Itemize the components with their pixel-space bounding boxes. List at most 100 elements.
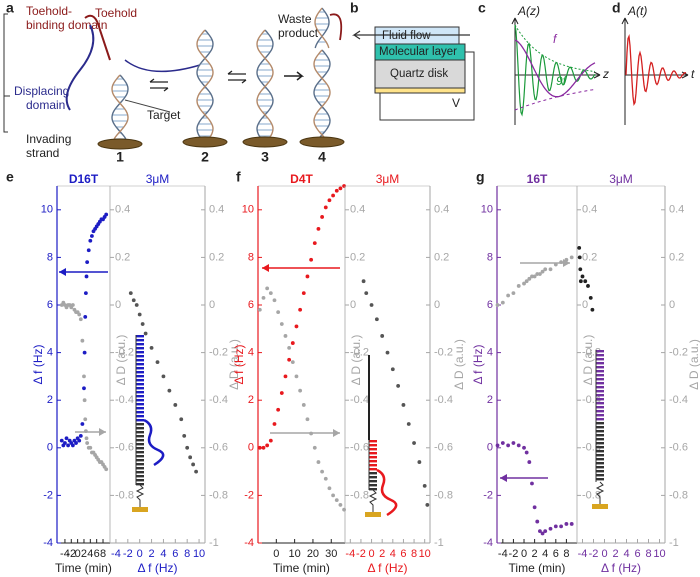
panel-b: Fluid flow Molecular layer Quartz disk V bbox=[352, 26, 475, 121]
data-point bbox=[543, 529, 548, 533]
y-tick-label: -1 bbox=[434, 537, 444, 549]
dna-rung bbox=[136, 463, 144, 466]
strand bbox=[376, 468, 398, 517]
data-point bbox=[283, 334, 288, 338]
data-point bbox=[316, 460, 321, 464]
data-point bbox=[506, 293, 511, 298]
x-tick-label: 30 bbox=[325, 548, 337, 560]
dna-rung bbox=[136, 359, 144, 362]
dna-rung bbox=[596, 438, 604, 441]
data-point bbox=[578, 267, 583, 272]
arrow-head bbox=[333, 429, 340, 437]
dna-rung bbox=[596, 394, 604, 397]
label: strand bbox=[26, 146, 59, 160]
y2-tick-label: -0.4 bbox=[350, 394, 369, 406]
y-tick-label: -0.4 bbox=[669, 394, 688, 406]
y-tick-label: 10 bbox=[481, 204, 493, 216]
data-point bbox=[104, 212, 109, 217]
label: Target bbox=[147, 108, 181, 122]
data-point bbox=[532, 505, 537, 510]
surface-disk bbox=[97, 138, 143, 150]
data-point bbox=[538, 272, 542, 276]
y-tick-label: 0.4 bbox=[434, 204, 449, 216]
data-point bbox=[268, 438, 273, 443]
label: Invading bbox=[26, 132, 71, 146]
data-point bbox=[301, 403, 306, 407]
label: product bbox=[278, 26, 319, 40]
dna-rung bbox=[596, 410, 604, 413]
data-point bbox=[535, 272, 540, 276]
data-point bbox=[268, 291, 273, 295]
dna-rung bbox=[369, 488, 377, 491]
data-point bbox=[257, 307, 262, 312]
chart-title: 3μM bbox=[146, 172, 170, 186]
dna-rung bbox=[596, 350, 604, 353]
data-point bbox=[538, 529, 542, 533]
data-point bbox=[173, 403, 178, 407]
data-point bbox=[590, 307, 595, 312]
x-axis-label: Δ f (Hz) bbox=[137, 561, 177, 575]
dna-rung bbox=[136, 419, 144, 422]
dna-rung bbox=[596, 382, 604, 385]
data-point bbox=[500, 441, 505, 445]
y-tick-label: -4 bbox=[43, 537, 53, 549]
data-point bbox=[320, 469, 325, 474]
x-tick-label: 4 bbox=[87, 548, 93, 560]
data-point bbox=[85, 441, 90, 445]
data-point bbox=[309, 257, 314, 262]
y2-tick-label: -0.8 bbox=[350, 489, 369, 501]
data-point bbox=[577, 245, 582, 250]
x-tick-label: 0 bbox=[137, 548, 143, 560]
data-point bbox=[338, 186, 343, 191]
strand bbox=[329, 13, 343, 41]
data-point bbox=[374, 317, 379, 322]
arrow-head bbox=[500, 474, 507, 482]
data-point bbox=[137, 312, 142, 317]
envelope bbox=[514, 88, 596, 111]
helix-strand bbox=[196, 29, 214, 139]
y-tick-label: 0 bbox=[434, 299, 440, 311]
dna-rung bbox=[136, 447, 144, 450]
data-point bbox=[191, 462, 196, 467]
helix-strand bbox=[256, 29, 274, 139]
data-point bbox=[143, 331, 148, 336]
data-point bbox=[298, 307, 303, 312]
x-tick-label: 6 bbox=[634, 548, 640, 560]
x-tick-label: 2 bbox=[149, 548, 155, 560]
data-point bbox=[530, 481, 534, 486]
arrow-head bbox=[563, 259, 570, 267]
data-point bbox=[261, 445, 266, 450]
data-point bbox=[334, 188, 339, 193]
x-tick-label: 8 bbox=[563, 548, 569, 560]
dna-rung bbox=[596, 450, 604, 453]
y2-tick-label: -0.8 bbox=[115, 489, 134, 501]
data-point bbox=[290, 341, 295, 345]
x-tick-label: 2 bbox=[81, 548, 87, 560]
y2-tick-label: 0 bbox=[582, 299, 588, 311]
linker bbox=[135, 484, 145, 507]
flow-arrow bbox=[352, 30, 470, 40]
data-point bbox=[511, 291, 516, 295]
arrow-head bbox=[99, 428, 106, 436]
data-point bbox=[522, 445, 526, 450]
x-tick-label: 20 bbox=[307, 548, 319, 560]
helix-strand bbox=[313, 49, 331, 139]
dna-rung bbox=[136, 351, 144, 354]
x-tick-label: 0 bbox=[75, 548, 81, 560]
data-point bbox=[84, 436, 89, 441]
y-tick-label: -0.8 bbox=[669, 489, 688, 501]
data-point bbox=[331, 193, 335, 198]
wave bbox=[625, 34, 687, 106]
data-point bbox=[88, 445, 93, 450]
y-tick-label: 0.2 bbox=[434, 251, 449, 263]
x-tick-label: 0 bbox=[369, 548, 375, 560]
panel-label: d bbox=[612, 0, 621, 16]
data-point bbox=[588, 295, 593, 300]
dna-rung bbox=[596, 426, 604, 429]
data-point bbox=[182, 434, 187, 438]
data-point bbox=[569, 522, 574, 526]
x-tick-label: 6 bbox=[172, 548, 178, 560]
y-tick-label: -0.6 bbox=[209, 442, 228, 454]
dna-rung bbox=[136, 423, 144, 426]
data-point bbox=[185, 445, 190, 450]
